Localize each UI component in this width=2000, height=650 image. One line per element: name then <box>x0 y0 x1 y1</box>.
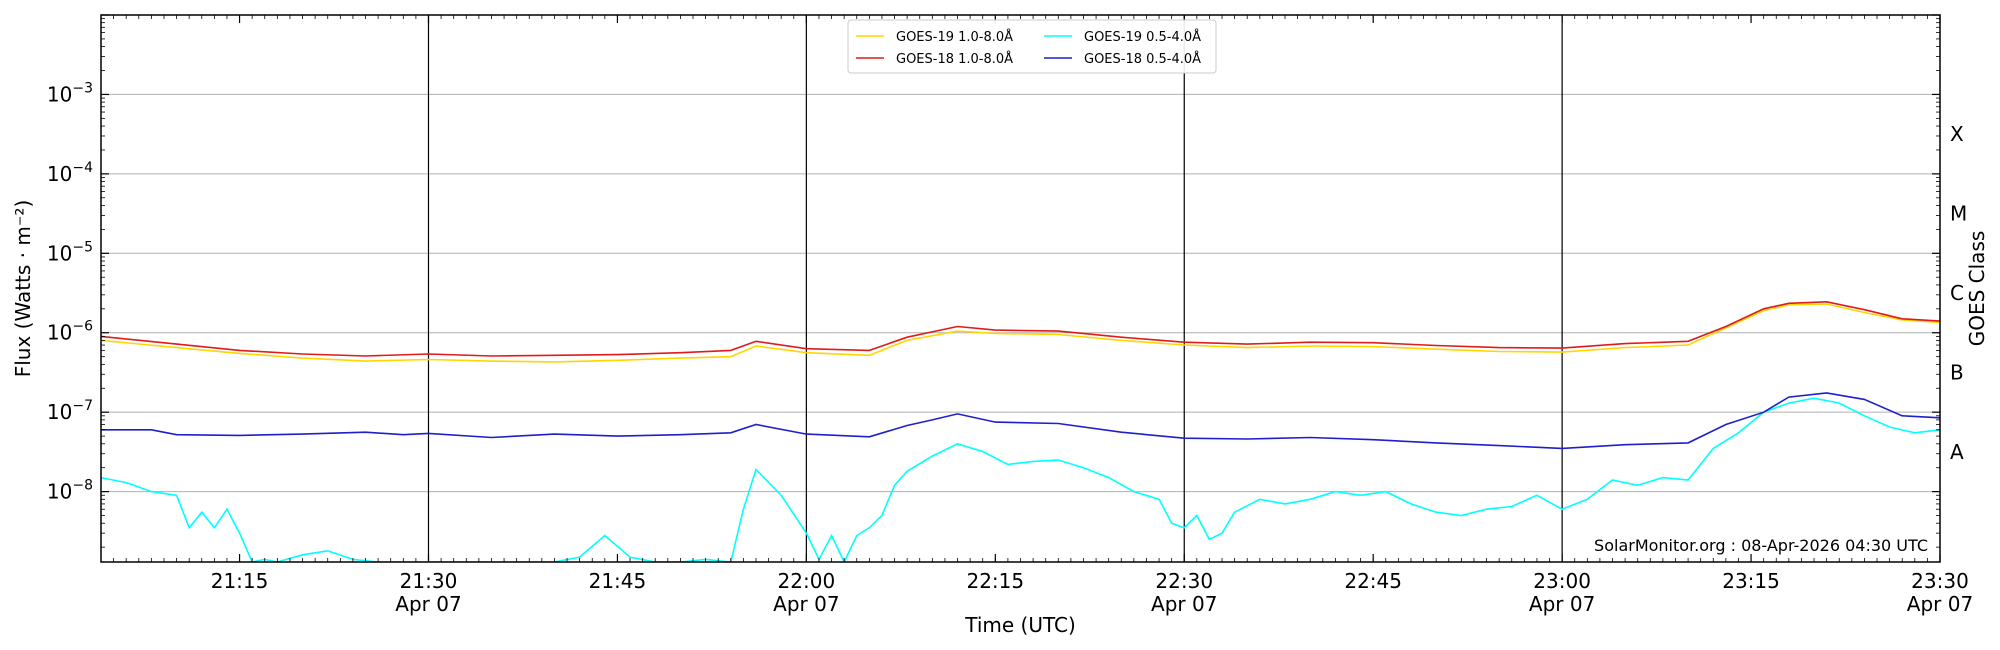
x-tick-label: 21:30 <box>400 569 458 593</box>
legend-label: GOES-19 0.5-4.0Å <box>1084 29 1201 45</box>
series-line-2 <box>101 300 1940 357</box>
credit-text: SolarMonitor.org : 08-Apr-2026 04:30 UTC <box>1594 536 1928 555</box>
x-tick-label: 21:45 <box>589 569 647 593</box>
axis-ticks <box>100 14 1941 562</box>
series-line-1 <box>101 303 1940 363</box>
x-tick-label: 21:15 <box>211 569 269 593</box>
x-tick-date-label: Apr 07 <box>1529 592 1595 616</box>
x-tick-date-label: Apr 07 <box>1907 592 1973 616</box>
legend-box <box>847 19 1217 74</box>
y-tick-label: 10−4 <box>47 160 93 186</box>
x-tick-label: 23:30 <box>1911 569 1969 593</box>
y-tick-label: 10−5 <box>47 239 93 265</box>
goes-class-label: C <box>1950 281 1964 305</box>
goes-class-label: X <box>1950 122 1964 146</box>
x-tick-date-label: Apr 07 <box>395 592 461 616</box>
legend-label: GOES-18 1.0-8.0Å <box>896 51 1013 67</box>
x-axis-title: Time (UTC) <box>964 613 1076 637</box>
goes-class-label: B <box>1950 360 1964 384</box>
y-tick-labels: 10−8 10−7 10−6 10−5 10−4 10−3 <box>47 80 93 503</box>
y-tick-label: 10−8 <box>47 478 93 504</box>
x-tick-date-label: Apr 07 <box>1151 592 1217 616</box>
grid-lines <box>101 93 1940 493</box>
goes-class-label: M <box>1950 202 1967 226</box>
x-tick-label: 22:15 <box>966 569 1024 593</box>
x-tick-date-label: Apr 07 <box>773 592 839 616</box>
legend: GOES-19 1.0-8.0Å GOES-18 1.0-8.0Å GOES-19 … <box>847 19 1217 74</box>
y-tick-label: 10−7 <box>47 398 93 424</box>
y-tick-label: 10−6 <box>47 319 93 345</box>
x-tick-label: 22:30 <box>1155 569 1213 593</box>
y-axis-title: Flux (Watts · m⁻²) <box>11 200 35 378</box>
series-line-4 <box>101 392 1940 450</box>
x-tick-label: 23:15 <box>1722 569 1780 593</box>
x-tick-label: 22:45 <box>1344 569 1402 593</box>
goes-class-labels: A B C M X <box>1950 122 1967 464</box>
series-line-3 <box>101 397 1940 562</box>
y-tick-label: 10−3 <box>47 80 93 106</box>
right-axis-title: GOES Class <box>1965 231 1989 347</box>
x-tick-label: 23:00 <box>1533 569 1591 593</box>
plot-frame <box>100 14 1941 563</box>
x-tick-label: 22:00 <box>778 569 836 593</box>
goes-class-label: A <box>1950 440 1964 464</box>
data-series <box>101 300 1940 562</box>
legend-label: GOES-18 0.5-4.0Å <box>1084 51 1201 67</box>
half-hour-vertical-lines <box>427 15 1563 562</box>
legend-label: GOES-19 1.0-8.0Å <box>896 29 1013 45</box>
